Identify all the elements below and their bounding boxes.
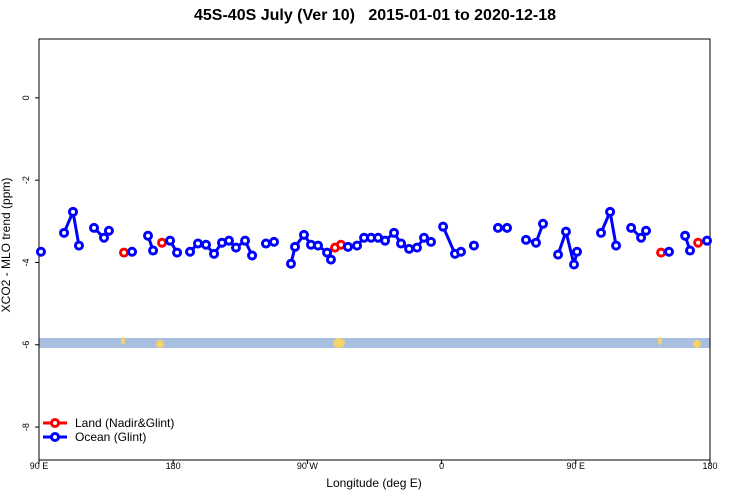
point <box>502 222 513 233</box>
x-tick-label: 90 E <box>567 461 586 471</box>
point <box>223 235 234 246</box>
point <box>148 245 159 256</box>
legend-marker <box>50 418 60 428</box>
x-tick-label: 0 <box>439 461 444 471</box>
point <box>411 242 422 253</box>
legend-marker <box>50 432 60 442</box>
land-blob <box>693 340 701 348</box>
y-tick-label: -6 <box>21 341 31 349</box>
y-tick-label: -8 <box>21 423 31 431</box>
point <box>560 226 571 237</box>
point <box>209 248 220 259</box>
point <box>656 247 667 258</box>
point <box>537 218 548 229</box>
point <box>702 235 713 246</box>
point <box>419 232 430 243</box>
land-blob <box>658 337 662 345</box>
point <box>468 240 479 251</box>
point <box>285 258 296 269</box>
point <box>312 240 323 251</box>
point <box>693 237 704 248</box>
series-line <box>335 243 698 248</box>
point <box>571 246 582 257</box>
x-tick-label: 180 <box>702 461 717 471</box>
point <box>240 235 251 246</box>
point <box>352 240 363 251</box>
point <box>569 259 580 270</box>
point <box>641 225 652 236</box>
point <box>685 245 696 256</box>
chart-title: 45S-40S July (Ver 10) 2015-01-01 to 2020… <box>194 7 556 24</box>
point <box>298 229 309 240</box>
point <box>325 254 336 265</box>
point <box>89 222 100 233</box>
point <box>636 232 647 243</box>
point <box>268 236 279 247</box>
point <box>322 247 333 258</box>
point <box>530 237 541 248</box>
x-tick-label: 90 W <box>297 461 319 471</box>
point <box>611 240 622 251</box>
y-tick-label: -2 <box>21 176 31 184</box>
point <box>389 227 400 238</box>
point <box>520 234 531 245</box>
point <box>103 225 114 236</box>
x-tick-label: 180 <box>166 461 181 471</box>
point <box>73 240 84 251</box>
legend-label: Land (Nadir&Glint) <box>75 416 174 430</box>
point <box>380 235 391 246</box>
point <box>157 237 168 248</box>
land-blob <box>121 337 125 345</box>
legend-label: Ocean (Glint) <box>75 430 146 444</box>
point <box>680 230 691 241</box>
point <box>59 227 70 238</box>
point <box>438 221 449 232</box>
point <box>172 247 183 258</box>
y-tick-label: 0 <box>21 95 31 100</box>
point <box>290 241 301 252</box>
ocean-strip <box>39 338 710 348</box>
land-blob <box>333 338 345 348</box>
y-tick-label: -4 <box>21 258 31 266</box>
point <box>192 238 203 249</box>
point <box>595 227 606 238</box>
point <box>663 246 674 257</box>
x-axis-label: Longitude (deg E) <box>326 476 421 490</box>
point <box>396 238 407 249</box>
point <box>99 232 110 243</box>
y-axis-label: XCO2 - MLO trend (ppm) <box>0 178 13 313</box>
point <box>342 241 353 252</box>
point <box>605 206 616 217</box>
point <box>553 249 564 260</box>
point <box>201 239 212 250</box>
point <box>455 246 466 257</box>
point <box>185 246 196 257</box>
point <box>404 243 415 254</box>
point <box>626 222 637 233</box>
map-strip <box>39 337 710 348</box>
point <box>67 206 78 217</box>
land-blob <box>156 340 164 348</box>
point <box>426 236 437 247</box>
plot-frame <box>38 38 711 461</box>
point <box>260 238 271 249</box>
point <box>165 235 176 246</box>
point <box>247 250 258 261</box>
point <box>35 246 46 257</box>
point <box>118 247 129 258</box>
point <box>492 222 503 233</box>
x-tick-label: 90 E <box>30 461 49 471</box>
point <box>143 230 154 241</box>
point <box>230 242 241 253</box>
point <box>127 246 138 257</box>
